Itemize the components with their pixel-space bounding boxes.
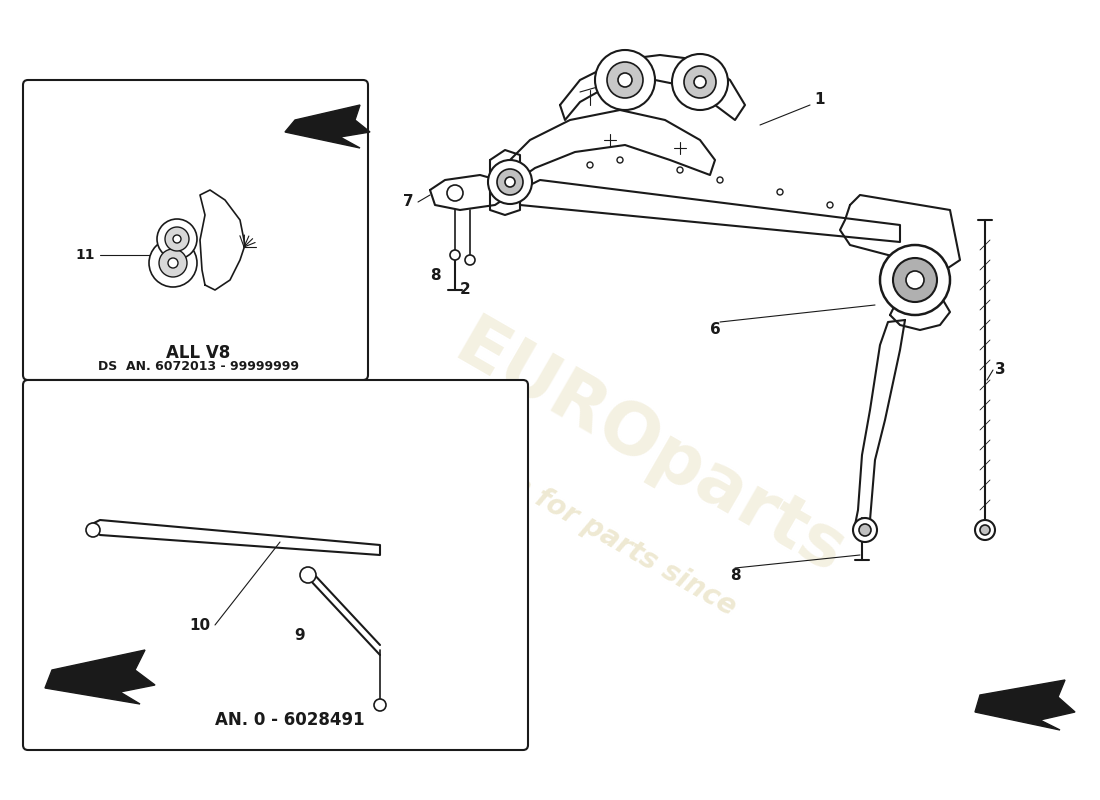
- Circle shape: [980, 525, 990, 535]
- Text: 2: 2: [460, 282, 471, 298]
- Text: EUROparts: EUROparts: [443, 310, 857, 590]
- Polygon shape: [975, 680, 1075, 730]
- Circle shape: [148, 239, 197, 287]
- Text: 3: 3: [994, 362, 1005, 378]
- Circle shape: [165, 227, 189, 251]
- Circle shape: [975, 520, 996, 540]
- Text: 1: 1: [815, 93, 825, 107]
- Text: 9: 9: [295, 627, 306, 642]
- Circle shape: [465, 255, 475, 265]
- FancyBboxPatch shape: [23, 80, 368, 380]
- Circle shape: [595, 50, 654, 110]
- Circle shape: [893, 258, 937, 302]
- Text: AN. 0 - 6028491: AN. 0 - 6028491: [216, 711, 365, 729]
- Circle shape: [450, 250, 460, 260]
- Polygon shape: [90, 520, 379, 555]
- Polygon shape: [45, 650, 155, 704]
- Circle shape: [694, 76, 706, 88]
- Circle shape: [374, 699, 386, 711]
- Circle shape: [447, 185, 463, 201]
- Polygon shape: [430, 175, 510, 210]
- Circle shape: [173, 235, 182, 243]
- Text: 8: 8: [729, 567, 740, 582]
- Circle shape: [160, 249, 187, 277]
- Text: 11: 11: [75, 248, 95, 262]
- Circle shape: [859, 524, 871, 536]
- Circle shape: [672, 54, 728, 110]
- Polygon shape: [490, 150, 520, 215]
- Circle shape: [852, 518, 877, 542]
- Polygon shape: [560, 55, 745, 120]
- Polygon shape: [200, 190, 245, 290]
- Circle shape: [880, 245, 950, 315]
- Text: 6: 6: [710, 322, 720, 338]
- Polygon shape: [520, 180, 900, 242]
- Text: DS  AN. 6072013 - 99999999: DS AN. 6072013 - 99999999: [98, 360, 298, 373]
- Circle shape: [168, 258, 178, 268]
- Circle shape: [157, 219, 197, 259]
- Circle shape: [618, 73, 632, 87]
- Polygon shape: [890, 290, 950, 330]
- Circle shape: [906, 271, 924, 289]
- Text: ALL V8: ALL V8: [166, 344, 230, 362]
- Text: 7: 7: [403, 194, 414, 210]
- Polygon shape: [840, 195, 960, 270]
- Circle shape: [497, 169, 522, 195]
- Circle shape: [505, 177, 515, 187]
- Text: 10: 10: [189, 618, 210, 633]
- Polygon shape: [285, 105, 370, 148]
- Circle shape: [684, 66, 716, 98]
- Circle shape: [488, 160, 532, 204]
- Text: 8: 8: [430, 267, 440, 282]
- Circle shape: [86, 523, 100, 537]
- FancyBboxPatch shape: [23, 380, 528, 750]
- Polygon shape: [510, 110, 715, 182]
- Circle shape: [607, 62, 644, 98]
- Text: passion for parts since: passion for parts since: [418, 418, 741, 622]
- Circle shape: [300, 567, 316, 583]
- Polygon shape: [855, 320, 905, 530]
